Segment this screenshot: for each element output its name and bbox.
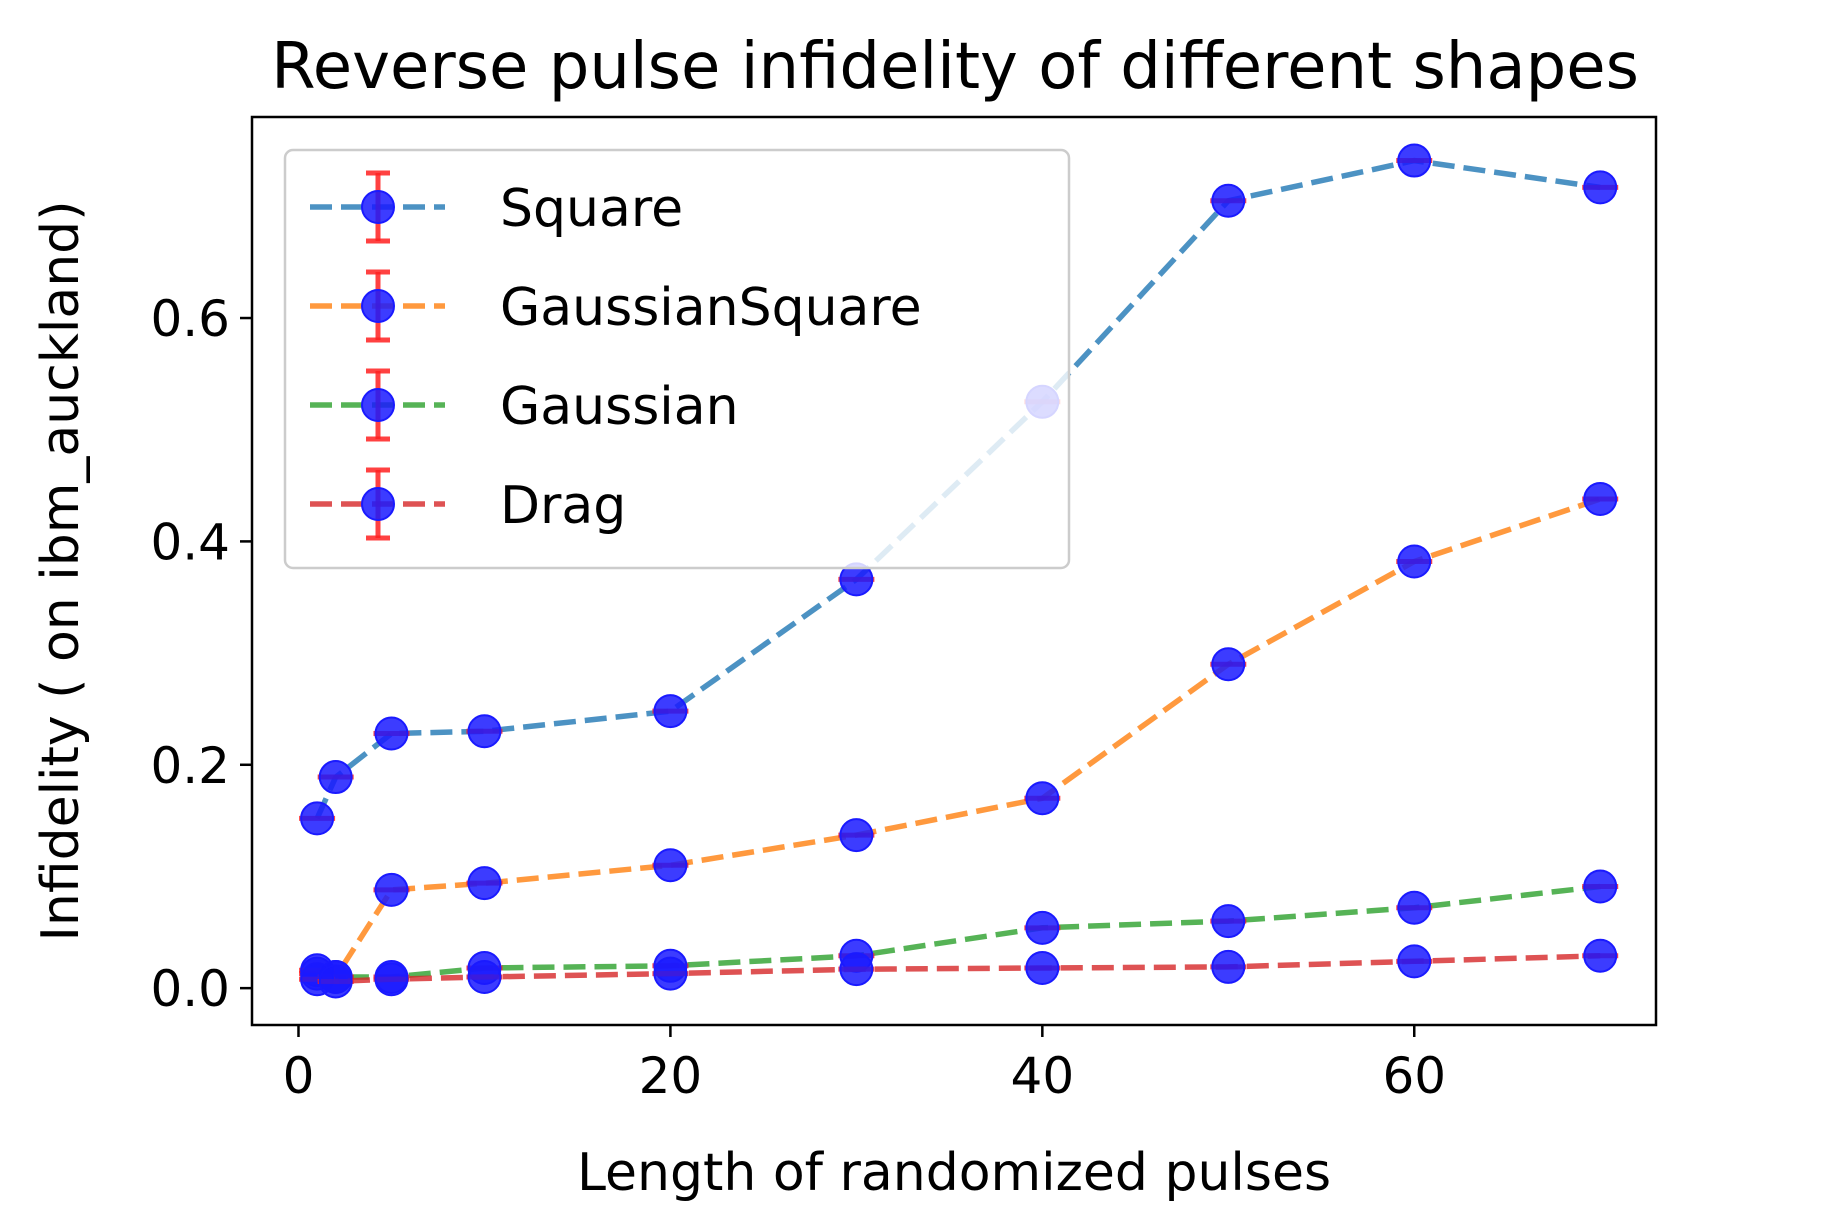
legend-label: Drag bbox=[500, 476, 626, 536]
data-point bbox=[1583, 481, 1618, 516]
data-point bbox=[1211, 647, 1246, 682]
series-line bbox=[316, 883, 1601, 980]
legend-marker bbox=[361, 190, 395, 224]
legend-label: GaussianSquare bbox=[500, 278, 922, 338]
data-point bbox=[374, 716, 409, 751]
x-tick-label: 20 bbox=[639, 1047, 703, 1105]
axis-ticks: 0 20 40 60 0.0 0.2 0.4 0.6 bbox=[150, 290, 1446, 1105]
x-tick-label: 40 bbox=[1011, 1047, 1075, 1105]
legend-label: Gaussian bbox=[500, 377, 739, 437]
data-point bbox=[318, 964, 353, 999]
data-point bbox=[467, 714, 502, 749]
legend-label: Square bbox=[500, 179, 683, 239]
legend-entry-gaussiansquare: GaussianSquare bbox=[310, 269, 922, 343]
legend-entry-gaussian: Gaussian bbox=[310, 368, 739, 442]
y-tick-label: 0.6 bbox=[150, 290, 230, 348]
chart-title: Reverse pulse infidelity of different sh… bbox=[271, 30, 1639, 104]
data-point bbox=[300, 801, 335, 836]
data-point bbox=[1211, 949, 1246, 984]
data-point bbox=[1583, 938, 1618, 973]
legend-box bbox=[283, 148, 1071, 570]
data-point bbox=[1397, 143, 1432, 178]
data-point bbox=[467, 959, 502, 994]
series-line bbox=[314, 157, 1601, 820]
x-tick-label: 60 bbox=[1382, 1047, 1446, 1105]
data-point bbox=[1583, 170, 1618, 205]
data-point bbox=[1025, 910, 1060, 945]
plot-area bbox=[299, 143, 1619, 999]
legend: Square GaussianSquare Gaussian Drag bbox=[283, 148, 1071, 570]
data-point bbox=[1211, 183, 1246, 218]
legend-marker bbox=[361, 487, 395, 521]
data-point bbox=[1211, 904, 1246, 939]
data-point bbox=[318, 760, 353, 795]
y-tick-label: 0.4 bbox=[150, 513, 230, 571]
data-point bbox=[1583, 869, 1618, 904]
data-point bbox=[1397, 544, 1432, 579]
y-tick-label: 0.2 bbox=[150, 737, 230, 795]
axes-frame bbox=[250, 115, 1658, 1027]
legend-entry-drag: Drag bbox=[310, 467, 626, 541]
legend-marker bbox=[361, 289, 395, 323]
data-point bbox=[653, 956, 688, 991]
series-line bbox=[316, 496, 1602, 981]
y-axis-label: Infidelity ( on ibm_auckland) bbox=[31, 201, 91, 942]
data-point bbox=[839, 952, 874, 987]
series-square bbox=[299, 143, 1619, 836]
data-point bbox=[653, 694, 688, 729]
data-point bbox=[1025, 781, 1060, 816]
data-point bbox=[1397, 944, 1432, 979]
legend-marker bbox=[361, 388, 395, 422]
series-drag bbox=[299, 938, 1619, 999]
data-point bbox=[1025, 951, 1060, 986]
data-point bbox=[467, 866, 502, 901]
x-axis-label: Length of randomized pulses bbox=[577, 1143, 1331, 1203]
x-tick-label: 0 bbox=[283, 1047, 315, 1105]
data-point bbox=[1397, 890, 1432, 925]
data-point bbox=[374, 872, 409, 907]
y-tick-label: 0.0 bbox=[150, 960, 230, 1018]
data-point bbox=[374, 962, 409, 997]
data-point bbox=[653, 848, 688, 883]
legend-entry-square: Square bbox=[310, 170, 683, 244]
data-point bbox=[839, 818, 874, 853]
series-line bbox=[316, 953, 1601, 985]
